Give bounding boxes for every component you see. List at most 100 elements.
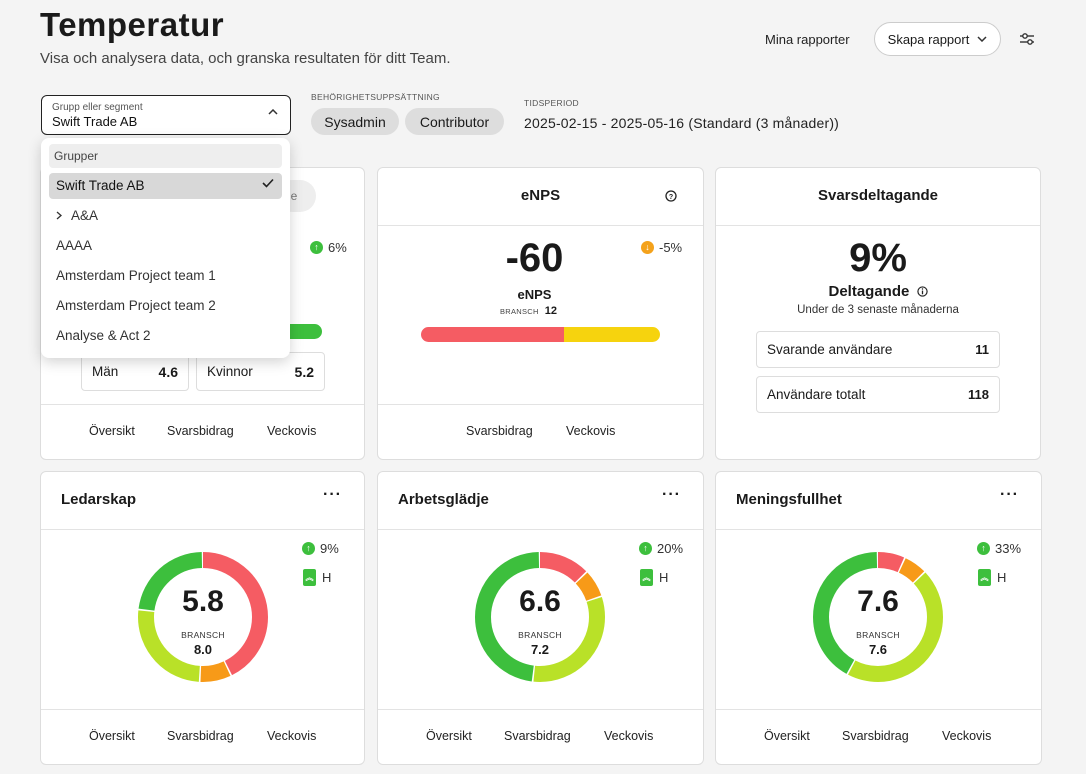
help-icon[interactable]: ? bbox=[665, 190, 677, 202]
donut-chart bbox=[475, 552, 605, 682]
link-contributions[interactable]: Svarsbidrag bbox=[167, 729, 234, 743]
permission-chip-contributor[interactable]: Contributor bbox=[405, 108, 504, 135]
link-contributions[interactable]: Svarsbidrag bbox=[504, 729, 571, 743]
level-indicator: ︽ H bbox=[640, 569, 668, 586]
dropdown-item[interactable]: Analyse & Act 2 bbox=[56, 328, 151, 343]
link-contributions[interactable]: Svarsbidrag bbox=[466, 424, 533, 438]
participation-value: 9% bbox=[849, 236, 907, 280]
card-header: Ledarskap ··· bbox=[41, 472, 364, 530]
double-chevron-up-icon: ︽ bbox=[978, 569, 991, 586]
dropdown-item[interactable]: AAAA bbox=[56, 238, 93, 253]
dropdown-item-selected[interactable]: Swift Trade AB bbox=[49, 173, 282, 199]
donut-segment bbox=[138, 552, 268, 682]
card-footer: Översikt Svarsbidrag Veckovis bbox=[716, 709, 1041, 764]
gender-box-men: Män 4.6 bbox=[81, 352, 189, 391]
stat-label: Svarande användare bbox=[767, 342, 893, 357]
link-weekly[interactable]: Veckovis bbox=[267, 729, 317, 743]
participation-sublabel: Under de 3 senaste månaderna bbox=[797, 304, 959, 316]
donut-segment bbox=[813, 552, 943, 682]
arrow-down-icon: ↓ bbox=[641, 241, 654, 254]
group-dropdown: Grupper Swift Trade AB A&A AAAA Amsterda… bbox=[41, 138, 290, 358]
card-metric: Ledarskap ··· 5.8 BRANSCH 8.0 ↑ 9% ︽ H Ö… bbox=[40, 471, 365, 765]
donut-segment bbox=[475, 552, 605, 682]
page-subtitle: Visa och analysera data, och granska res… bbox=[40, 50, 451, 67]
enps-value: -60 bbox=[505, 236, 564, 280]
stat-label: Användare totalt bbox=[767, 387, 866, 402]
permission-label: BEHÖRIGHETSUPPSÄTTNING bbox=[311, 92, 440, 102]
link-overview[interactable]: Översikt bbox=[426, 729, 472, 743]
card-footer: Översikt Svarsbidrag Veckovis bbox=[41, 404, 364, 459]
group-select-label: Grupp eller segment bbox=[52, 102, 143, 113]
permission-chip-sysadmin[interactable]: Sysadmin bbox=[311, 108, 399, 135]
card-metric: Arbetsglädje ··· 6.6 BRANSCH 7.2 ↑ 20% ︽… bbox=[377, 471, 704, 765]
bench-label: BRANSCH bbox=[856, 630, 900, 640]
dropdown-item[interactable]: A&A bbox=[49, 201, 282, 231]
card-footer: Översikt Svarsbidrag Veckovis bbox=[378, 709, 703, 764]
stat-value: 118 bbox=[968, 387, 989, 402]
arrow-up-icon: ↑ bbox=[302, 542, 315, 555]
donut-chart bbox=[138, 552, 268, 682]
card-title: Arbetsglädje bbox=[398, 491, 489, 508]
my-reports-link[interactable]: Mina rapporter bbox=[765, 32, 850, 47]
card-participation: Svarsdeltagande 9% Deltagande Under de 3… bbox=[715, 167, 1041, 460]
bench-label: BRANSCH bbox=[518, 630, 562, 640]
dropdown-item[interactable]: Amsterdam Project team 2 bbox=[56, 298, 216, 313]
period-value[interactable]: 2025-02-15 - 2025-05-16 (Standard (3 mån… bbox=[524, 115, 840, 131]
bench-label: BRANSCH bbox=[181, 630, 225, 640]
link-overview[interactable]: Översikt bbox=[89, 729, 135, 743]
more-icon[interactable]: ··· bbox=[323, 486, 342, 503]
info-icon[interactable] bbox=[916, 286, 928, 297]
link-weekly[interactable]: Veckovis bbox=[942, 729, 992, 743]
card-metric: Meningsfullhet ··· 7.6 BRANSCH 7.6 ↑ 33%… bbox=[715, 471, 1042, 765]
trend-indicator: ↑ 33% bbox=[977, 541, 1021, 556]
chevron-right-icon[interactable] bbox=[56, 211, 62, 220]
bench-value: 12 bbox=[544, 305, 558, 317]
link-overview[interactable]: Översikt bbox=[89, 424, 135, 438]
card-footer: Översikt Svarsbidrag Veckovis bbox=[41, 709, 364, 764]
link-contributions[interactable]: Svarsbidrag bbox=[167, 424, 234, 438]
level-value: H bbox=[322, 570, 332, 585]
arrow-up-icon: ↑ bbox=[639, 542, 652, 555]
create-report-button[interactable]: Skapa rapport bbox=[874, 22, 1001, 56]
score-value: 6.6 bbox=[519, 585, 561, 618]
trend-indicator: ↑ 20% bbox=[639, 541, 683, 556]
group-select[interactable]: Grupp eller segment Swift Trade AB bbox=[41, 95, 291, 135]
trend-indicator: ↑ 9% bbox=[302, 541, 339, 556]
bench-value: 8.0 bbox=[193, 642, 213, 657]
gender-label: Kvinnor bbox=[207, 364, 253, 379]
card-header: eNPS ? bbox=[378, 168, 703, 226]
donut-segment bbox=[475, 552, 605, 682]
donut-segment bbox=[813, 552, 943, 682]
link-overview[interactable]: Översikt bbox=[764, 729, 810, 743]
link-weekly[interactable]: Veckovis bbox=[267, 424, 317, 438]
score-value: 5.8 bbox=[182, 585, 224, 618]
link-contributions[interactable]: Svarsbidrag bbox=[842, 729, 909, 743]
group-select-value: Swift Trade AB bbox=[52, 114, 138, 129]
level-indicator: ︽ H bbox=[303, 569, 331, 586]
participation-label: Deltagande bbox=[828, 283, 910, 300]
trend-value: 9% bbox=[320, 541, 339, 556]
link-weekly[interactable]: Veckovis bbox=[566, 424, 616, 438]
dropdown-item[interactable]: Amsterdam Project team 1 bbox=[56, 268, 216, 283]
donut-segment bbox=[138, 552, 268, 682]
svg-text:?: ? bbox=[669, 194, 673, 201]
card-title: eNPS bbox=[520, 187, 561, 204]
gender-label: Män bbox=[92, 364, 119, 379]
participation-label-row: Deltagande bbox=[716, 283, 1040, 300]
chevron-up-icon bbox=[268, 109, 278, 115]
more-icon[interactable]: ··· bbox=[662, 486, 681, 503]
link-weekly[interactable]: Veckovis bbox=[604, 729, 654, 743]
level-value: H bbox=[997, 570, 1007, 585]
dropdown-item-label: Swift Trade AB bbox=[56, 178, 145, 193]
trend-value: 33% bbox=[995, 541, 1022, 556]
sliders-icon[interactable] bbox=[1017, 30, 1037, 48]
stat-row-total: Användare totalt 118 bbox=[756, 376, 1000, 413]
trend-value: 6% bbox=[328, 240, 347, 255]
bench-value: 7.2 bbox=[530, 642, 550, 657]
trend-indicator: ↓ -5% bbox=[641, 240, 682, 255]
enps-label: eNPS bbox=[517, 287, 552, 302]
gender-value: 4.6 bbox=[158, 363, 178, 380]
enps-bar bbox=[421, 327, 660, 342]
card-header: Meningsfullhet ··· bbox=[716, 472, 1041, 530]
more-icon[interactable]: ··· bbox=[1000, 486, 1019, 503]
